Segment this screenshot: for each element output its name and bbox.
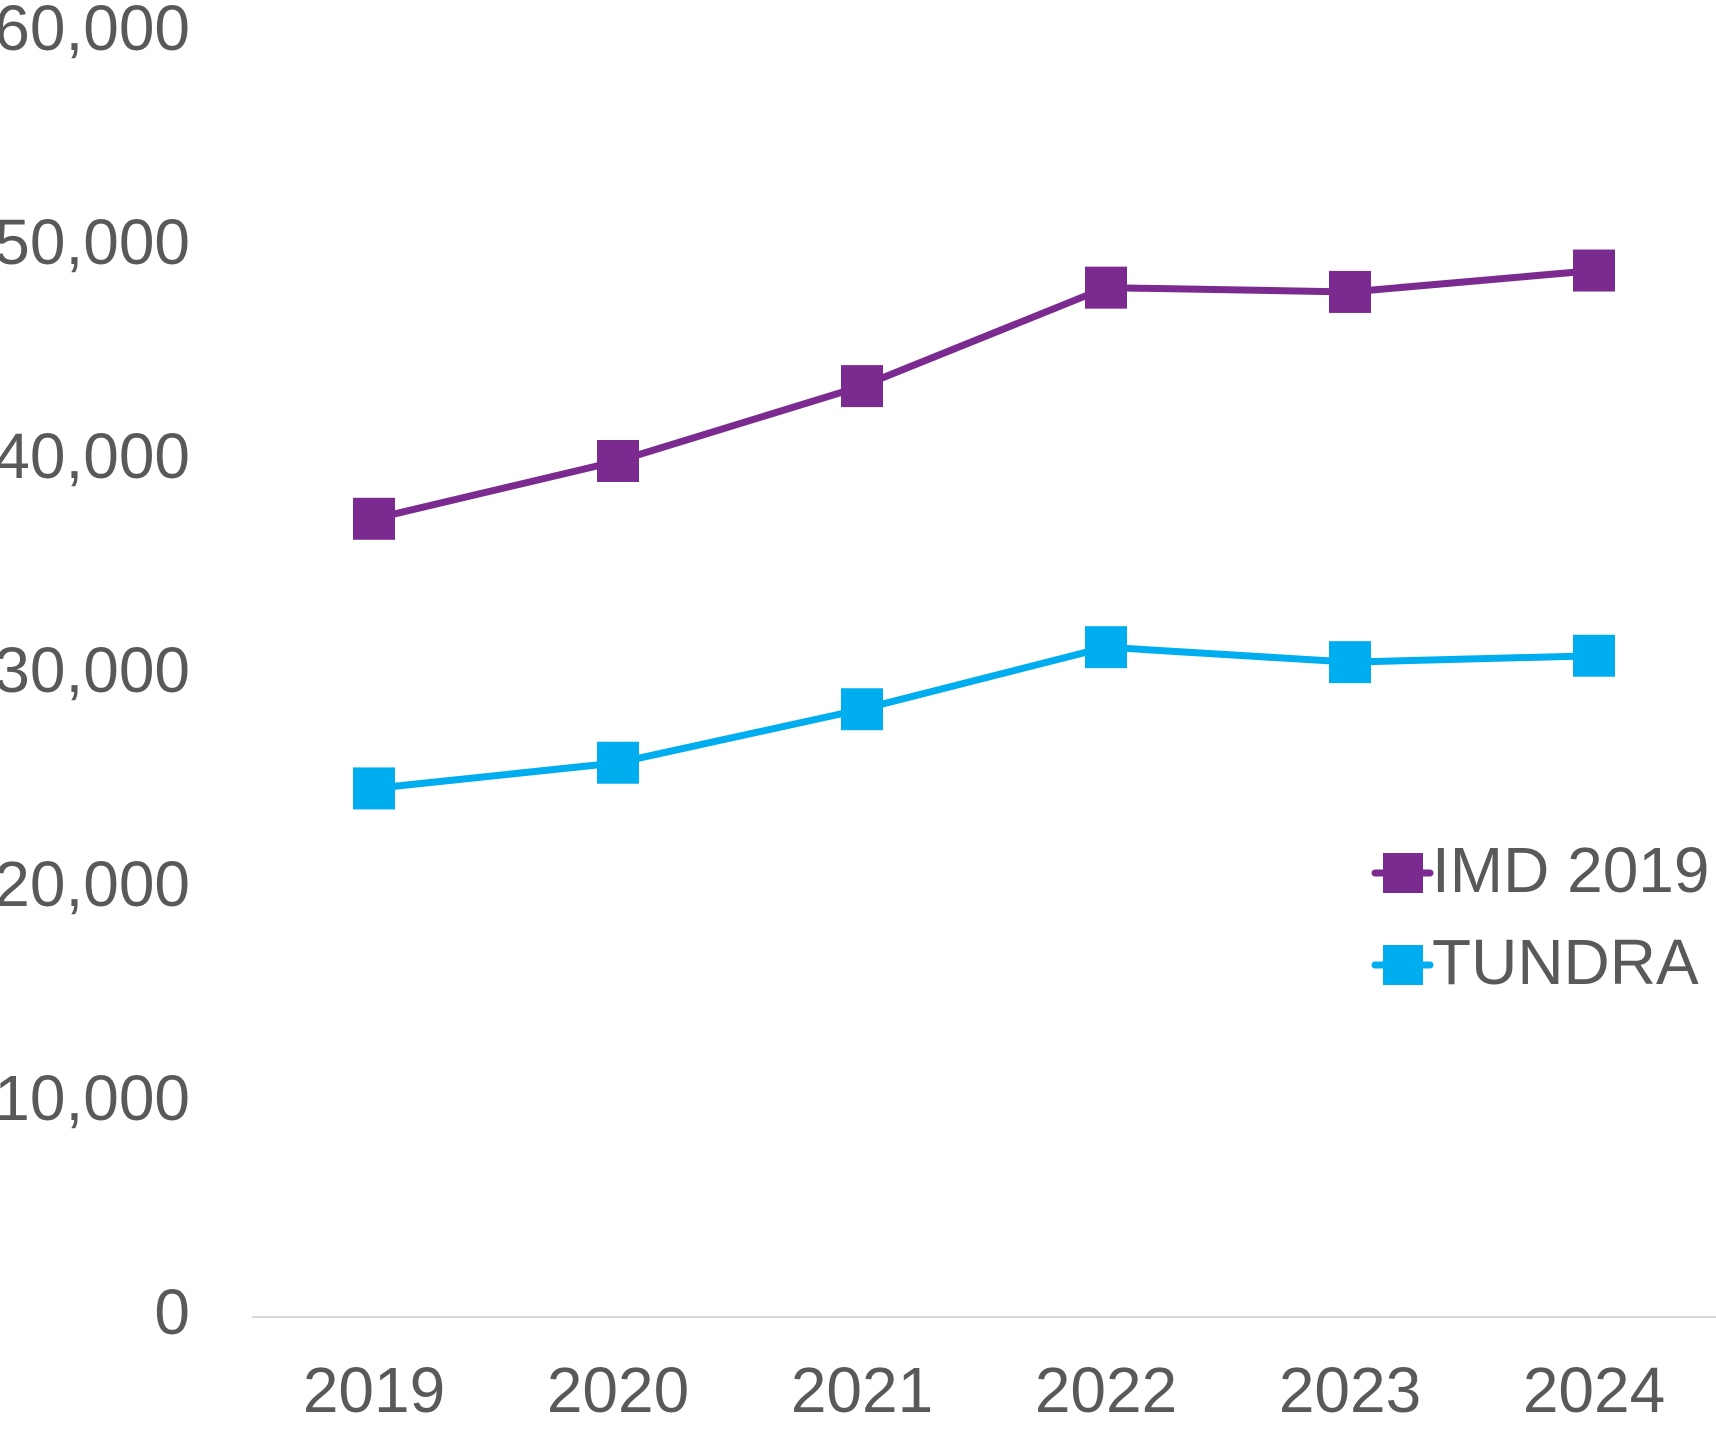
y-tick-label: 30,000 <box>0 634 190 706</box>
marker <box>597 741 639 784</box>
y-tick-label: 60,000 <box>0 0 190 64</box>
y-tick-label: 20,000 <box>0 848 190 920</box>
marker <box>353 767 395 810</box>
series-line <box>373 267 1595 523</box>
x-tick-label: 2024 <box>1523 1354 1665 1426</box>
x-tick-label: 2019 <box>303 1354 445 1426</box>
y-tick-label: 40,000 <box>0 420 190 492</box>
x-tick-label: 2023 <box>1279 1354 1421 1426</box>
marker <box>1085 266 1127 309</box>
marker <box>841 365 883 408</box>
x-tick-label: 2021 <box>791 1354 933 1426</box>
y-tick-label: 0 <box>154 1276 190 1348</box>
x-tick-label: 2022 <box>1035 1354 1177 1426</box>
legend-marker <box>1383 853 1423 893</box>
marker <box>1329 270 1371 313</box>
y-tick-label: 50,000 <box>0 206 190 278</box>
legend-marker <box>1383 945 1423 985</box>
marker <box>1329 641 1371 684</box>
marker <box>841 688 883 731</box>
x-tick-label: 2020 <box>547 1354 689 1426</box>
legend-label: TUNDRA <box>1432 926 1699 998</box>
marker <box>597 440 639 482</box>
marker <box>1085 626 1127 669</box>
marker <box>1573 634 1615 677</box>
marker <box>353 497 395 540</box>
legend-label: IMD 2019 <box>1432 834 1709 906</box>
marker <box>1573 249 1615 292</box>
series-line <box>373 643 1595 792</box>
y-tick-label: 10,000 <box>0 1062 190 1134</box>
